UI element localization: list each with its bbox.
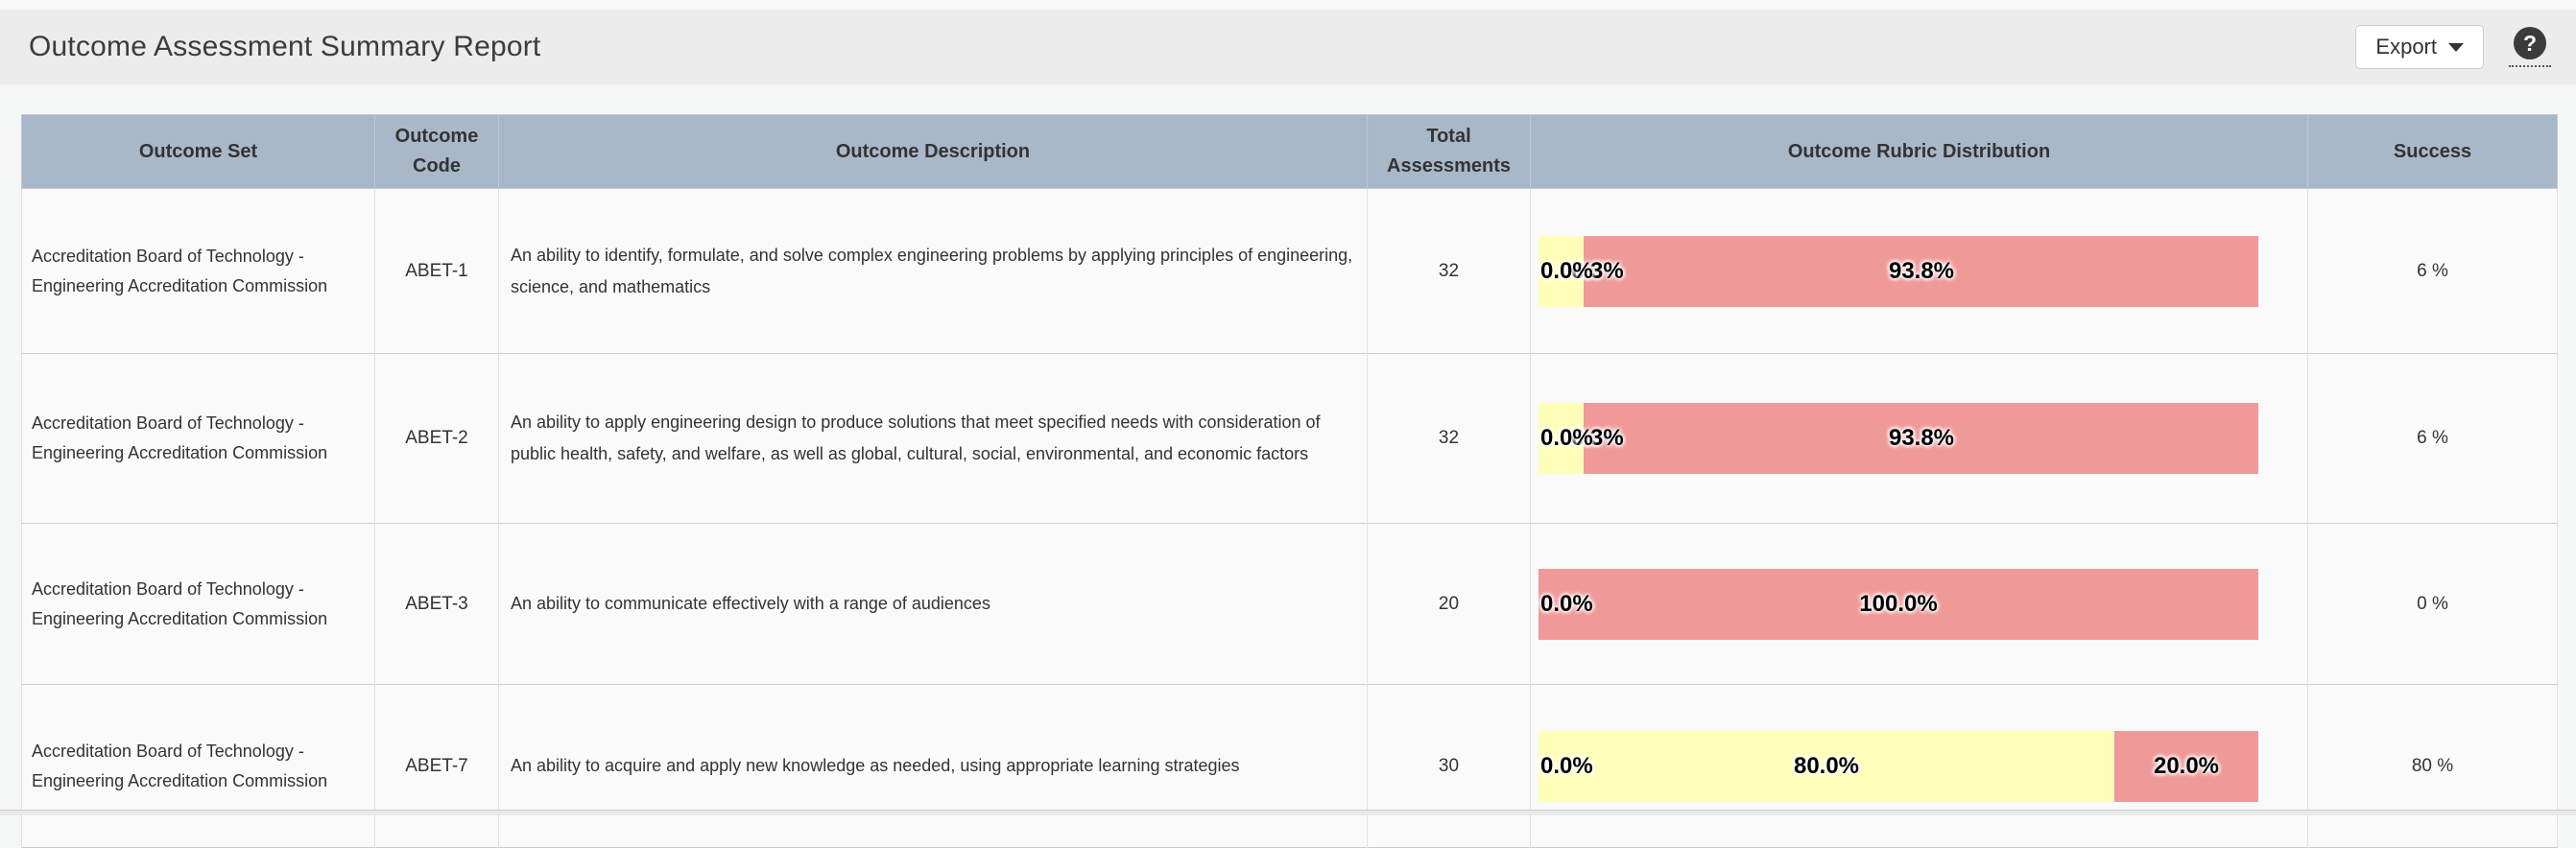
rubric-bar: 0.0% 6.3% 93.8% <box>1538 235 2258 307</box>
rubric-segment-label: 20.0% <box>2153 752 2220 779</box>
outcome-code-cell: ABET-2 <box>374 353 499 524</box>
table-header: Outcome Set Outcome Code Outcome Descrip… <box>21 114 2558 189</box>
rubric-leading-label: 0.0% <box>1540 425 1593 451</box>
success-cell: 80 % <box>2307 684 2558 848</box>
title-bar: Outcome Assessment Summary Report Export… <box>0 10 2576 84</box>
outcome-description-cell: An ability to acquire and apply new know… <box>498 684 1368 848</box>
rubric-segment-red <box>1584 403 2258 474</box>
rubric-distribution-cell: 0.0% 6.3% 93.8% <box>1530 353 2308 524</box>
export-button[interactable]: Export <box>2355 25 2484 69</box>
outcome-description-cell: An ability to communicate effectively wi… <box>498 523 1368 685</box>
help-button[interactable]: ? <box>2509 27 2551 67</box>
column-header-total-assessments: Total Assessments <box>1367 114 1531 189</box>
rubric-leading-label: 0.0% <box>1540 257 1593 284</box>
rubric-segment-red <box>1584 235 2258 307</box>
rubric-segment-yellow <box>1538 403 1585 474</box>
rubric-segment-label: 93.8% <box>1888 425 1955 451</box>
rubric-segment-yellow <box>1538 235 1585 307</box>
title-actions: Export ? <box>2355 25 2551 69</box>
rubric-segment-label: 6.3% <box>1571 257 1624 284</box>
rubric-segment-yellow <box>1538 730 2114 802</box>
table-body: Accreditation Board of Technology - Engi… <box>21 188 2558 848</box>
rubric-distribution-cell: 0.0% 100.0% <box>1530 523 2308 685</box>
table-row: Accreditation Board of Technology - Engi… <box>21 353 2558 524</box>
total-assessments-cell: 32 <box>1367 188 1531 354</box>
rubric-bar-segments <box>1538 568 2258 640</box>
column-header-outcome-code: Outcome Code <box>374 114 499 189</box>
column-header-success: Success <box>2307 114 2558 189</box>
success-cell: 0 % <box>2307 523 2558 685</box>
outcome-code-cell: ABET-7 <box>374 684 499 848</box>
column-header-outcome-description: Outcome Description <box>498 114 1368 189</box>
help-icon: ? <box>2514 27 2546 59</box>
outcome-set-cell: Accreditation Board of Technology - Engi… <box>21 188 375 354</box>
top-strip <box>0 0 2576 10</box>
bottom-strip <box>0 810 2576 815</box>
table-row: Accreditation Board of Technology - Engi… <box>21 523 2558 685</box>
rubric-segment-label: 93.8% <box>1888 257 1955 284</box>
outcome-code-cell: ABET-1 <box>374 188 499 354</box>
rubric-segment-red <box>2114 730 2258 802</box>
rubric-leading-label: 0.0% <box>1540 590 1593 617</box>
report-table-container: Outcome Set Outcome Code Outcome Descrip… <box>0 84 2576 848</box>
rubric-leading-label: 0.0% <box>1540 752 1593 779</box>
outcome-description-cell: An ability to identify, formulate, and s… <box>498 188 1368 354</box>
rubric-segment-label: 100.0% <box>1859 590 1938 617</box>
page-title: Outcome Assessment Summary Report <box>29 31 541 62</box>
outcome-summary-table: Outcome Set Outcome Code Outcome Descrip… <box>21 114 2558 848</box>
rubric-bar: 0.0% 100.0% <box>1538 568 2258 640</box>
chevron-down-icon <box>2448 42 2464 52</box>
outcome-set-cell: Accreditation Board of Technology - Engi… <box>21 523 375 685</box>
rubric-distribution-cell: 0.0% 6.3% 93.8% <box>1530 188 2308 354</box>
rubric-bar-segments <box>1538 235 2258 307</box>
column-header-rubric-distribution: Outcome Rubric Distribution <box>1530 114 2308 189</box>
outcome-description-cell: An ability to apply engineering design t… <box>498 353 1368 524</box>
rubric-segment-label: 80.0% <box>1793 752 1860 779</box>
rubric-bar: 0.0% 6.3% 93.8% <box>1538 403 2258 474</box>
success-cell: 6 % <box>2307 188 2558 354</box>
table-row: Accreditation Board of Technology - Engi… <box>21 684 2558 848</box>
total-assessments-cell: 20 <box>1367 523 1531 685</box>
outcome-set-cell: Accreditation Board of Technology - Engi… <box>21 353 375 524</box>
success-cell: 6 % <box>2307 353 2558 524</box>
export-button-label: Export <box>2375 35 2437 59</box>
column-header-outcome-set: Outcome Set <box>21 114 375 189</box>
table-row: Accreditation Board of Technology - Engi… <box>21 188 2558 354</box>
outcome-code-cell: ABET-3 <box>374 523 499 685</box>
total-assessments-cell: 30 <box>1367 684 1531 848</box>
rubric-segment-red <box>1538 568 2258 640</box>
total-assessments-cell: 32 <box>1367 353 1531 524</box>
rubric-segment-label: 6.3% <box>1571 425 1624 451</box>
rubric-bar: 0.0% 80.0% 20.0% <box>1538 730 2258 802</box>
rubric-bar-segments <box>1538 730 2258 802</box>
rubric-bar-segments <box>1538 403 2258 474</box>
outcome-set-cell: Accreditation Board of Technology - Engi… <box>21 684 375 848</box>
rubric-distribution-cell: 0.0% 80.0% 20.0% <box>1530 684 2308 848</box>
